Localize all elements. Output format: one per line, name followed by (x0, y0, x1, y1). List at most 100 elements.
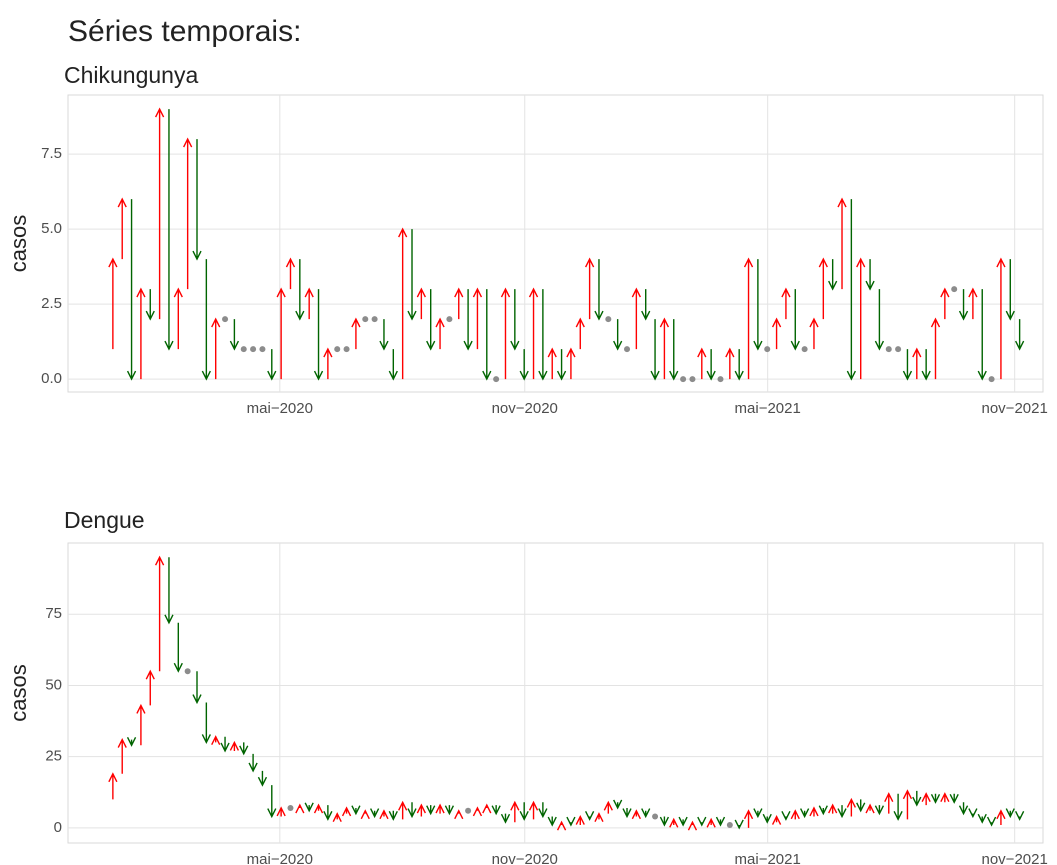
down-arrow (164, 109, 174, 351)
unchanged-point (222, 316, 229, 323)
unchanged-point (259, 346, 266, 353)
unchanged-point (343, 346, 350, 353)
up-arrow (276, 287, 286, 380)
up-arrow (846, 797, 856, 817)
y-axis-label: casos (6, 215, 31, 272)
unchanged-point (605, 316, 612, 323)
down-arrow (145, 289, 155, 321)
up-arrow (398, 227, 408, 380)
unchanged-point (988, 376, 995, 383)
down-arrow (313, 289, 324, 381)
up-arrow (154, 107, 165, 320)
up-arrow (809, 806, 819, 817)
up-arrow (435, 803, 445, 814)
up-arrow (771, 317, 782, 350)
unchanged-point (371, 316, 378, 323)
down-arrow (304, 802, 314, 813)
down-arrow (893, 793, 903, 821)
up-arrow (454, 287, 464, 320)
down-arrow (902, 349, 913, 381)
down-arrow (949, 793, 959, 804)
unchanged-point (885, 346, 892, 353)
up-arrow (528, 800, 539, 820)
up-arrow (940, 792, 950, 803)
up-arrow (884, 792, 894, 814)
down-arrow (753, 808, 763, 819)
y-tick-label: 5.0 (41, 220, 62, 237)
down-arrow (192, 671, 202, 705)
up-arrow (996, 809, 1006, 826)
down-arrow (874, 805, 885, 816)
up-arrow (687, 820, 698, 831)
panel-border (67, 542, 1044, 844)
up-arrow (435, 317, 445, 350)
up-arrow (108, 772, 118, 800)
down-arrow (734, 819, 744, 830)
y-tick-label: 25 (45, 748, 62, 765)
panel-title: Dengue (64, 507, 145, 533)
up-arrow (743, 257, 754, 380)
up-arrow (136, 287, 146, 380)
panel-border (67, 94, 1044, 393)
unchanged-point (362, 316, 369, 323)
down-arrow (323, 805, 333, 821)
x-tick-label: nov−2020 (492, 400, 558, 417)
up-arrow (556, 820, 567, 831)
up-arrow (416, 803, 426, 817)
up-arrow (743, 809, 754, 828)
down-arrow (977, 289, 987, 381)
down-arrow (248, 753, 258, 773)
down-arrow (519, 802, 529, 821)
up-arrow (594, 812, 604, 822)
down-arrow (426, 289, 436, 351)
up-arrow (837, 197, 847, 290)
x-tick-label: mai−2021 (735, 851, 801, 865)
down-arrow (407, 802, 417, 819)
unchanged-point (624, 346, 631, 353)
down-arrow (239, 742, 249, 756)
down-arrow (388, 810, 398, 821)
unchanged-point (951, 286, 958, 293)
up-arrow (229, 740, 240, 751)
up-arrow (921, 792, 931, 806)
up-arrow (398, 800, 408, 820)
up-arrow (902, 789, 913, 820)
down-arrow (706, 349, 716, 381)
down-arrow (547, 816, 557, 827)
up-arrow (173, 287, 183, 350)
up-arrow (790, 809, 800, 820)
down-arrow (799, 808, 810, 819)
unchanged-point (764, 346, 771, 353)
down-arrow (1005, 808, 1015, 819)
down-arrow (510, 289, 520, 351)
y-tick-label: 0 (54, 819, 62, 836)
unchanged-point (240, 346, 247, 353)
unchanged-point (250, 346, 257, 353)
unchanged-point (465, 807, 472, 814)
up-arrow (332, 812, 342, 822)
up-arrow (454, 809, 464, 820)
down-arrow (407, 229, 417, 321)
up-arrow (631, 287, 641, 350)
down-arrow (986, 816, 997, 827)
down-arrow (295, 259, 305, 321)
unchanged-point (652, 813, 659, 820)
x-tick-label: nov−2020 (492, 851, 558, 865)
down-arrow (491, 805, 501, 816)
up-arrow (117, 738, 127, 774)
down-arrow (566, 816, 576, 827)
up-arrow (341, 806, 352, 817)
down-arrow (538, 802, 548, 819)
down-arrow (426, 805, 436, 816)
y-tick-label: 75 (45, 605, 62, 622)
up-arrow (940, 287, 950, 320)
down-arrow (538, 289, 548, 381)
unchanged-point (287, 804, 294, 811)
down-arrow (463, 289, 473, 351)
down-arrow (257, 770, 268, 787)
up-arrow (725, 347, 735, 380)
unchanged-point (801, 346, 808, 353)
unchanged-point (446, 316, 453, 323)
y-tick-label: 0.0 (41, 370, 62, 387)
up-arrow (996, 257, 1006, 380)
